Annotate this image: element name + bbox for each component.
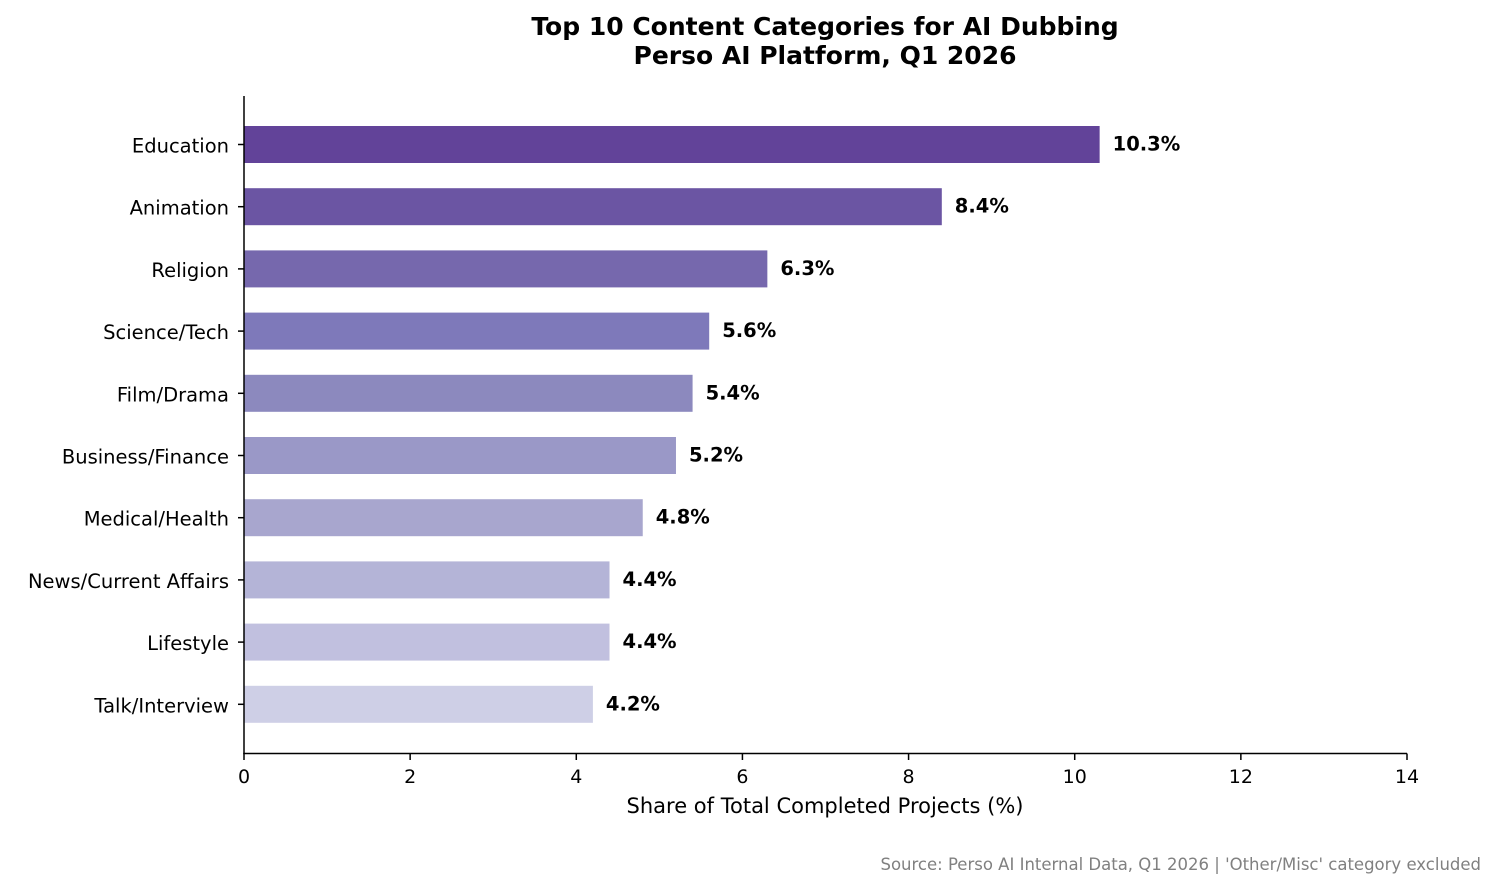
- value-label-film-drama: 5.4%: [706, 381, 760, 404]
- value-label-business-finance: 5.2%: [689, 444, 743, 467]
- bar-lifestyle: [244, 623, 610, 661]
- x-axis-ticks-group: 0 2 4 6 8 10 12 14: [238, 753, 1419, 788]
- category-label-religion: Religion: [151, 259, 229, 282]
- value-labels-group: 10.3% 8.4% 6.3% 5.6% 5.4% 5.2% 4.8% 4.4% 4.4% 4.2…: [606, 133, 1180, 716]
- bars-group: [244, 126, 1100, 723]
- category-label-news-current-affairs: News/Current Affairs: [28, 570, 229, 593]
- x-axis-title: Share of Total Completed Projects (%): [627, 794, 1024, 818]
- chart-title-line-1: Top 10 Content Categories for AI Dubbing: [531, 12, 1118, 41]
- chart-title-line-2: Perso AI Platform, Q1 2026: [634, 41, 1017, 70]
- category-label-animation: Animation: [130, 197, 229, 220]
- bar-talk-interview: [244, 685, 593, 723]
- bar-medical-health: [244, 499, 643, 537]
- bar-film-drama: [244, 374, 693, 412]
- source-note: Source: Perso AI Internal Data, Q1 2026 …: [880, 855, 1481, 874]
- value-label-news-current-affairs: 4.4%: [623, 568, 677, 591]
- category-label-science-tech: Science/Tech: [103, 321, 229, 344]
- x-tick-label: 10: [1063, 766, 1087, 788]
- category-label-lifestyle: Lifestyle: [147, 632, 229, 655]
- x-tick-label: 14: [1395, 766, 1419, 788]
- value-label-education: 10.3%: [1113, 133, 1181, 156]
- bar-news-current-affairs: [244, 561, 610, 599]
- category-label-talk-interview: Talk/Interview: [93, 694, 229, 717]
- category-label-business-finance: Business/Finance: [62, 446, 229, 469]
- x-tick-label: 2: [404, 766, 416, 788]
- value-label-science-tech: 5.6%: [722, 319, 776, 342]
- category-label-medical-health: Medical/Health: [84, 508, 229, 531]
- value-label-lifestyle: 4.4%: [623, 630, 677, 653]
- value-label-animation: 8.4%: [955, 195, 1009, 218]
- x-tick-label: 6: [736, 766, 748, 788]
- value-label-talk-interview: 4.2%: [606, 692, 660, 715]
- bar-science-tech: [244, 312, 710, 350]
- bar-religion: [244, 250, 768, 288]
- category-label-education: Education: [132, 135, 229, 158]
- value-label-religion: 6.3%: [780, 257, 834, 280]
- x-tick-label: 12: [1229, 766, 1253, 788]
- x-tick-label: 8: [903, 766, 915, 788]
- bar-business-finance: [244, 437, 676, 474]
- bar-education: [244, 126, 1100, 163]
- value-label-medical-health: 4.8%: [656, 506, 710, 529]
- x-tick-label: 4: [570, 766, 582, 788]
- category-labels-group: Education Animation Religion Science/Tech Fi…: [28, 135, 244, 717]
- chart-title: Top 10 Content Categories for AI Dubbing…: [531, 12, 1118, 70]
- bar-animation: [244, 188, 942, 226]
- x-tick-label: 0: [238, 766, 250, 788]
- category-label-film-drama: Film/Drama: [117, 383, 229, 406]
